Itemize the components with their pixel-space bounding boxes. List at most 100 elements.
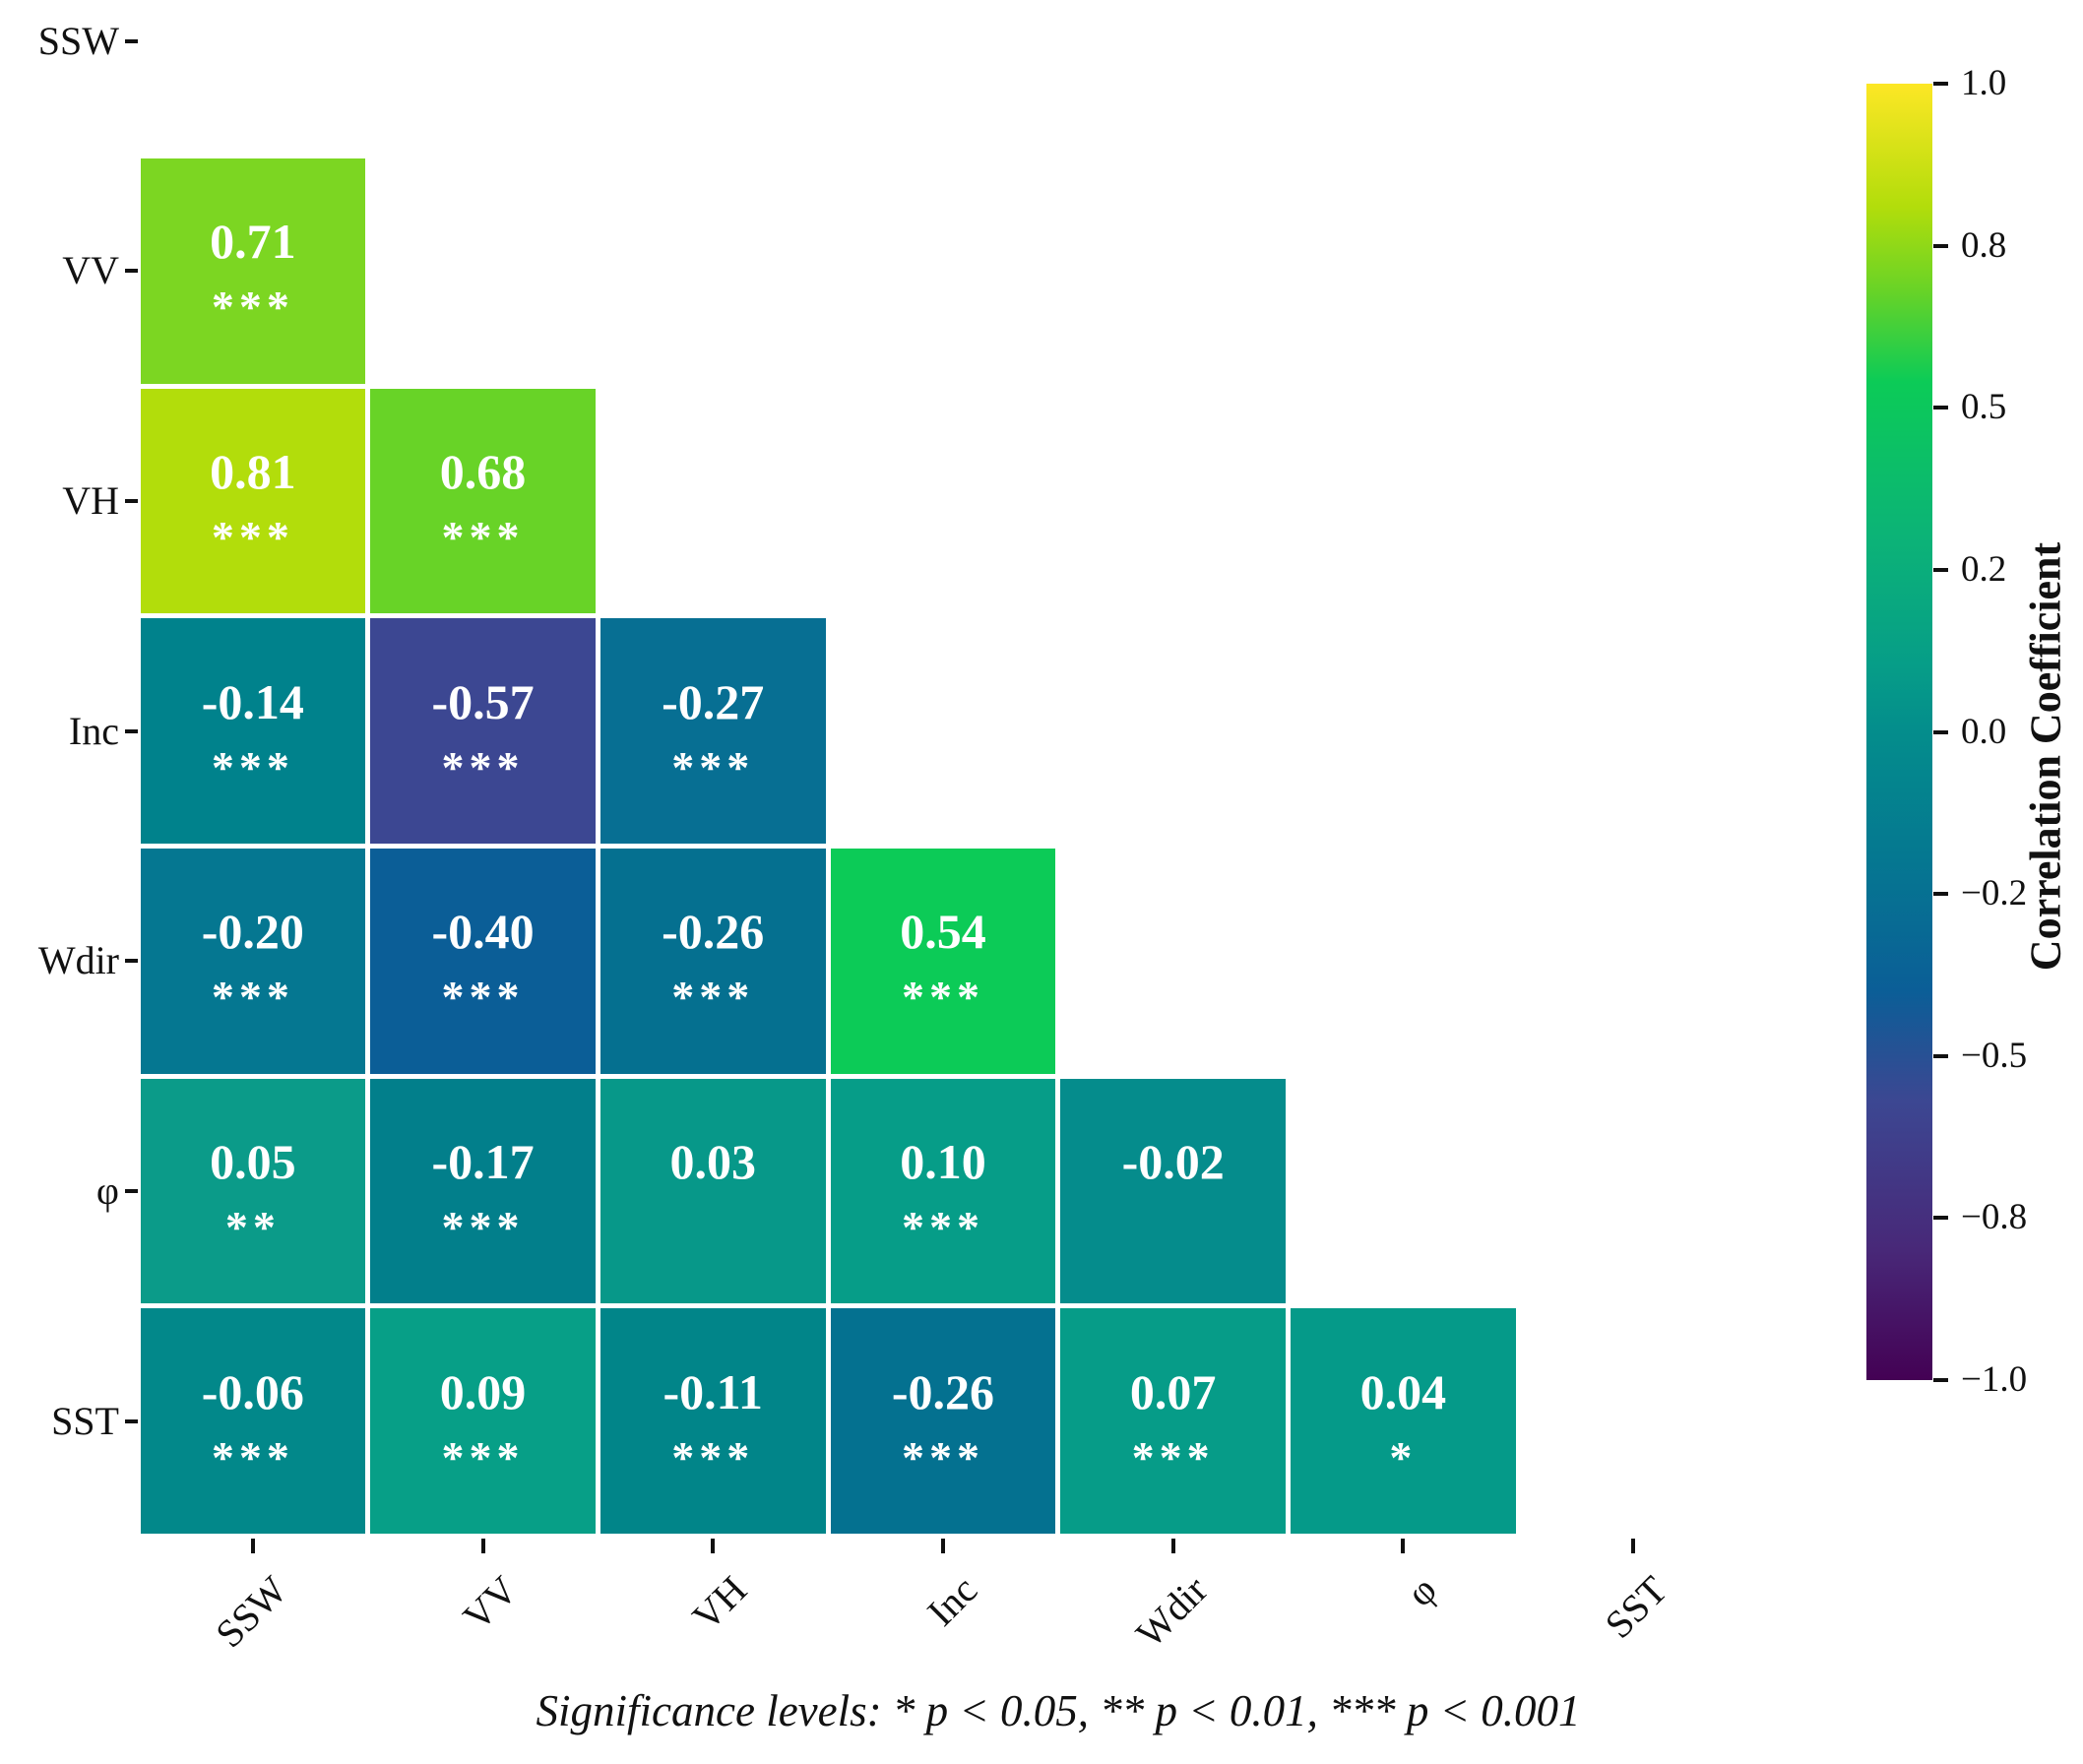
cell-significance-stars: **	[224, 1201, 281, 1252]
colorbar-tick-1	[1933, 82, 1948, 86]
y-axis-label-vv: VV	[62, 248, 119, 293]
cell-sst-wdir: 0.07 ***	[1060, 1308, 1286, 1535]
cell-inc-vv: -0.57 ***	[370, 618, 596, 844]
cell-significance-stars: ***	[441, 511, 525, 562]
cell-value: -0.40	[431, 904, 535, 960]
y-axis-label-ssw: SSW	[37, 18, 119, 63]
y-axis-tick-ssw	[125, 38, 138, 43]
cell-significance-stars: ***	[211, 1431, 294, 1482]
y-axis-label-inc: Inc	[68, 708, 119, 753]
y-axis-tick-wdir	[125, 959, 138, 964]
cell-value: 0.04	[1359, 1363, 1447, 1419]
cell-value: -0.14	[201, 673, 304, 729]
x-axis-tick-vv	[480, 1539, 485, 1553]
y-axis-tick-φ	[125, 1189, 138, 1193]
x-axis-tick-sst	[1631, 1539, 1636, 1553]
y-axis-tick-sst	[125, 1418, 138, 1423]
cell-value: -0.02	[1121, 1133, 1225, 1189]
y-axis-label-vh: VH	[62, 477, 119, 523]
cell-value: -0.17	[431, 1133, 535, 1189]
cell-significance-stars: ***	[441, 972, 525, 1023]
y-axis-tick-vv	[125, 269, 138, 274]
cell-significance-stars: ***	[211, 741, 294, 792]
cell-significance-stars: ***	[211, 511, 294, 562]
y-axis-tick-inc	[125, 728, 138, 733]
y-axis-label-sst: SST	[51, 1398, 119, 1443]
cell-significance-stars: ***	[671, 741, 755, 792]
cell-vv-ssw: 0.71 ***	[140, 158, 366, 384]
cell-significance-stars: ***	[441, 741, 525, 792]
colorbar-title: Correlation Coefficient	[2021, 541, 2070, 972]
cell-significance-stars: ***	[441, 1201, 525, 1252]
cell-sst-vh: -0.11 ***	[600, 1308, 826, 1535]
cell-φ-vh: 0.03	[600, 1078, 826, 1304]
cell-significance-stars: ***	[671, 972, 755, 1023]
cell-wdir-vh: -0.26 ***	[600, 848, 826, 1074]
x-axis-tick-wdir	[1170, 1539, 1175, 1553]
cell-sst-φ: 0.04 *	[1291, 1308, 1516, 1535]
cell-value: 0.54	[900, 904, 986, 960]
cell-significance-stars: ***	[901, 972, 984, 1023]
y-axis-label-wdir: Wdir	[37, 938, 119, 983]
cell-value: -0.20	[201, 904, 304, 960]
cell-significance-stars: *	[1389, 1431, 1418, 1482]
significance-caption: Significance levels: * p < 0.05, ** p < …	[536, 1686, 1581, 1735]
colorbar-tick--0.2	[1933, 892, 1948, 897]
cell-significance-stars: ***	[211, 972, 294, 1023]
x-axis-tick-φ	[1401, 1539, 1406, 1553]
cell-φ-vv: -0.17 ***	[370, 1078, 596, 1304]
colorbar-tick-label--0.8: −0.8	[1961, 1197, 2028, 1238]
cell-sst-vv: 0.09 ***	[370, 1308, 596, 1535]
colorbar-tick-label-1: 1.0	[1961, 63, 2007, 103]
cell-value: -0.27	[662, 673, 765, 729]
cell-significance-stars: ***	[901, 1431, 984, 1482]
cell-wdir-ssw: -0.20 ***	[140, 848, 366, 1074]
cell-value: -0.26	[662, 904, 765, 960]
cell-value: 0.81	[210, 443, 296, 499]
colorbar-tick--0.8	[1933, 1216, 1948, 1221]
cell-inc-vh: -0.27 ***	[600, 618, 826, 844]
colorbar-tick--0.5	[1933, 1053, 1948, 1058]
cell-value: 0.71	[210, 214, 296, 270]
colorbar-tick-0.8	[1933, 243, 1948, 248]
cell-wdir-inc: 0.54 ***	[830, 848, 1056, 1074]
cell-vh-vv: 0.68 ***	[370, 388, 596, 614]
colorbar-tick-label--0.2: −0.2	[1961, 873, 2028, 914]
x-axis-tick-ssw	[250, 1539, 255, 1553]
y-axis-label-φ: φ	[95, 1168, 119, 1213]
cell-value: 0.10	[900, 1133, 986, 1189]
cell-value: 0.05	[210, 1133, 296, 1189]
colorbar-tick-label--0.5: −0.5	[1961, 1035, 2028, 1076]
cell-sst-ssw: -0.06 ***	[140, 1308, 366, 1535]
colorbar-tick-label--1: −1.0	[1961, 1359, 2028, 1400]
colorbar-tick-0	[1933, 729, 1948, 734]
cell-significance-stars: ***	[1131, 1431, 1215, 1482]
cell-sst-inc: -0.26 ***	[830, 1308, 1056, 1535]
cell-wdir-vv: -0.40 ***	[370, 848, 596, 1074]
cell-value: -0.06	[201, 1363, 304, 1419]
cell-value: 0.09	[439, 1363, 527, 1419]
cell-value: 0.07	[1129, 1363, 1217, 1419]
cell-value: -0.26	[891, 1363, 995, 1419]
cell-vh-ssw: 0.81 ***	[140, 388, 366, 614]
cell-φ-inc: 0.10 ***	[830, 1078, 1056, 1304]
colorbar-tick-label-0.8: 0.8	[1961, 224, 2007, 266]
cell-significance-stars: ***	[211, 282, 294, 333]
cell-φ-wdir: -0.02	[1060, 1078, 1286, 1304]
cell-value: 0.68	[439, 443, 527, 499]
cell-significance-stars: ***	[901, 1201, 984, 1252]
colorbar-tick-label-0.2: 0.2	[1961, 548, 2007, 590]
colorbar-tick-label-0: 0.0	[1961, 711, 2007, 752]
cell-φ-ssw: 0.05 **	[140, 1078, 366, 1304]
cell-inc-ssw: -0.14 ***	[140, 618, 366, 844]
colorbar-tick--1	[1933, 1378, 1948, 1382]
cell-value: -0.57	[431, 673, 535, 729]
cell-significance-stars: ***	[441, 1431, 525, 1482]
colorbar-tick-0.2	[1933, 567, 1948, 572]
cell-value: 0.03	[669, 1133, 756, 1189]
cell-value: -0.11	[663, 1363, 763, 1419]
x-axis-tick-inc	[940, 1539, 945, 1553]
x-axis-tick-vh	[711, 1539, 716, 1553]
colorbar-gradient	[1866, 84, 1932, 1380]
colorbar-tick-label-0.5: 0.5	[1961, 387, 2007, 428]
